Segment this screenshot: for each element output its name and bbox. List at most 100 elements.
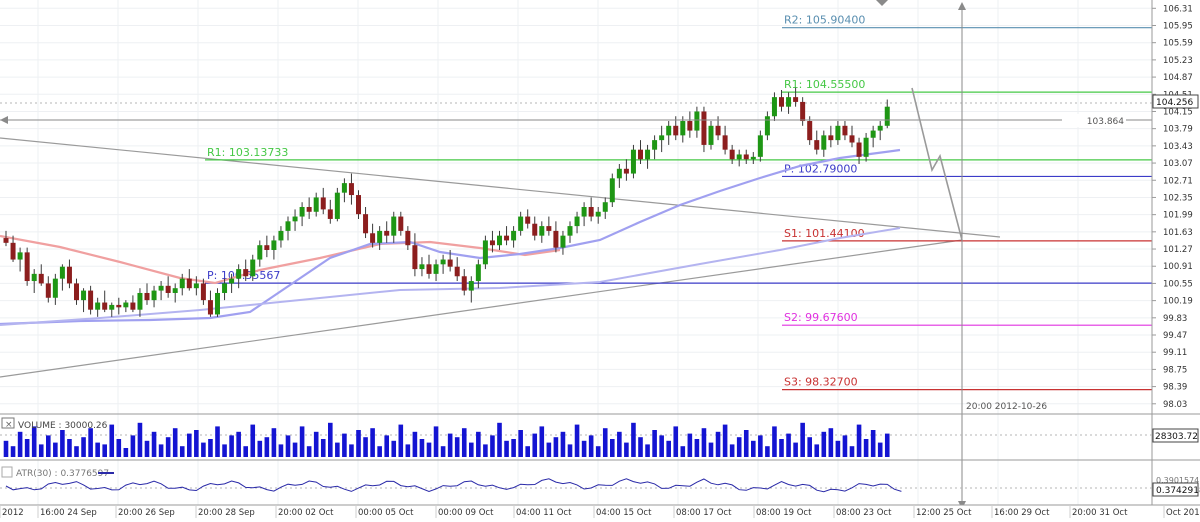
- trend-lines: [0, 137, 1001, 378]
- time-tick-label: 04:00 15 Oct: [596, 508, 652, 518]
- volume-bar: [560, 431, 566, 457]
- volume-bar: [490, 435, 495, 457]
- candle-body: [74, 283, 79, 301]
- volume-bar: [222, 444, 227, 457]
- volume-bar: [24, 439, 30, 457]
- volume-bar: [532, 433, 538, 457]
- atr-value-box: [1152, 482, 1199, 497]
- candle-body: [391, 216, 397, 236]
- candle-body: [299, 207, 305, 217]
- volume-bar: [38, 444, 44, 457]
- pivot-label: R1: 104.55500: [784, 78, 865, 91]
- candle-body: [207, 300, 213, 315]
- volume-bar: [574, 424, 580, 457]
- volume-bar: [447, 433, 453, 457]
- candle-body: [419, 264, 425, 270]
- volume-bar: [123, 448, 129, 457]
- candle-body: [109, 304, 115, 310]
- volume-bar: [137, 422, 143, 457]
- candle-body: [3, 238, 9, 243]
- candle-body: [405, 230, 411, 246]
- candle-body: [863, 137, 869, 157]
- volume-bar: [88, 428, 93, 457]
- volume-bar: [264, 437, 270, 457]
- candle-body: [518, 216, 524, 231]
- volume-bar: [243, 446, 248, 457]
- volume-bar: [680, 446, 686, 457]
- candle-body: [666, 125, 672, 136]
- candle-body: [807, 121, 813, 141]
- candle-body: [623, 168, 629, 174]
- candle-body: [52, 278, 58, 298]
- candle-body: [271, 240, 277, 250]
- candle-body: [835, 125, 841, 141]
- volume-bar: [793, 442, 798, 457]
- volume-bar: [335, 442, 340, 457]
- candle-body: [88, 290, 94, 310]
- volume-bar: [405, 444, 411, 457]
- candle-body: [172, 288, 178, 293]
- volume-bar: [617, 431, 622, 457]
- candle-body: [645, 149, 651, 160]
- price-tick-label: 100.19: [1163, 297, 1193, 307]
- candle-body: [45, 283, 51, 298]
- volume-bar: [419, 439, 425, 457]
- candle-body: [306, 207, 312, 212]
- volume-toggle-box: [1, 417, 15, 429]
- candle-body: [186, 278, 192, 289]
- candle-body: [370, 233, 376, 243]
- volume-bar: [461, 428, 467, 457]
- volume-bar: [553, 437, 559, 457]
- candle-body: [59, 266, 65, 279]
- price-tick-label: 101.63: [1163, 228, 1193, 238]
- volume-bar: [81, 437, 86, 457]
- candle-body: [250, 259, 256, 277]
- volume-bar: [751, 440, 756, 457]
- volume-bar: [729, 444, 735, 457]
- volume-bar: [581, 440, 587, 457]
- volume-value-box: [1152, 428, 1199, 443]
- candle-body: [729, 149, 735, 160]
- time-tick-label: 08:00 17 Oct: [676, 508, 732, 518]
- volume-bar: [384, 435, 389, 457]
- volume-bar: [595, 446, 601, 457]
- volume-bar: [299, 426, 305, 457]
- candle-body: [856, 142, 862, 157]
- candle-body: [327, 209, 333, 219]
- volume-bar: [877, 442, 883, 457]
- volume-bar: [201, 442, 206, 457]
- candle-body: [800, 101, 806, 122]
- volume-bar: [779, 439, 784, 457]
- volume-bar: [179, 446, 185, 457]
- price-tick-label: 98.75: [1163, 365, 1187, 375]
- volume-bar: [250, 424, 256, 457]
- candle-body: [842, 125, 848, 136]
- candle-body: [200, 283, 206, 301]
- volume-bar: [306, 446, 312, 457]
- candle-body: [870, 130, 876, 138]
- candle-body: [348, 183, 354, 196]
- time-tick-label: 08:00 19 Oct: [756, 508, 812, 518]
- volume-bar: [187, 433, 192, 457]
- atr-value-label: 0.3742918: [1156, 486, 1200, 496]
- price-tick-label: 103.07: [1163, 159, 1193, 169]
- pivot-label: P: 102.79000: [784, 162, 857, 175]
- candle-body: [257, 245, 263, 260]
- candle-body: [553, 230, 559, 248]
- time-tick-label: 00:00 09 Oct: [438, 508, 494, 518]
- time-tick-label: 20:00 31 Oct: [1072, 508, 1128, 518]
- time-tick-label: 04:00 11 Oct: [516, 508, 572, 518]
- time-tick-label: 20:00 02 Oct: [278, 508, 334, 518]
- volume-bar: [46, 435, 51, 457]
- volume-bar: [151, 431, 157, 457]
- price-tick-label: 100.55: [1163, 279, 1193, 289]
- pivot-label: S2: 99.67600: [784, 311, 858, 324]
- price-tick-label: 98.39: [1163, 383, 1187, 393]
- last-price-box: [1152, 94, 1199, 109]
- candle-body: [771, 97, 777, 117]
- candle-body: [849, 135, 855, 143]
- volume-panel: × VOLUME : 30000.26 28303.72: [0, 413, 1200, 461]
- price-tick-label: 102.35: [1163, 193, 1193, 203]
- volume-bar: [504, 440, 509, 457]
